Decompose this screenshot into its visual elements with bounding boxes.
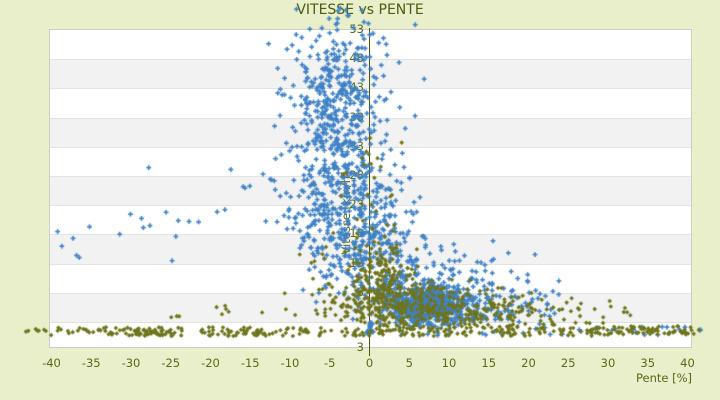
x-tick-label: -20	[201, 356, 220, 370]
grid-band	[50, 205, 691, 235]
y-tick-label: 28	[349, 168, 364, 182]
x-tick-label: 40	[680, 356, 695, 370]
x-tick-label: -40	[42, 356, 61, 370]
x-tick-label: -25	[161, 356, 181, 370]
x-tick-label: -15	[240, 356, 260, 370]
x-tick-label: -30	[121, 356, 141, 370]
x-axis-title: Pente [%]	[635, 371, 692, 385]
x-tick-label: 35	[640, 356, 656, 370]
x-tick-label: -10	[280, 356, 300, 370]
chart-title: VITESSE vs PENTE	[296, 2, 424, 18]
grid-band	[50, 59, 691, 89]
y-tick-label: 53	[349, 22, 364, 36]
y-tick-label: 8	[356, 284, 364, 299]
x-tick-label: 25	[560, 356, 576, 370]
x-tick-label: 30	[600, 356, 616, 370]
grid-band	[50, 146, 691, 176]
y-tick-label: 23	[349, 197, 364, 212]
x-tick-label: 20	[521, 356, 536, 370]
y-tick-label: 3	[356, 340, 364, 354]
grid-band	[50, 322, 691, 347]
y-axis-line	[368, 28, 371, 356]
x-tick-label: -35	[81, 356, 101, 370]
y-tick-label: 43	[349, 80, 364, 95]
x-tick-label: 15	[481, 356, 497, 370]
grid-band	[50, 292, 691, 322]
y-tick-label: 48	[349, 51, 364, 66]
grid-band	[50, 30, 691, 60]
x-tick-label: 0	[365, 356, 374, 370]
grid-band	[50, 234, 691, 264]
x-tick-label: -5	[324, 356, 336, 370]
y-tick-label: 18	[349, 226, 364, 241]
grid-band	[50, 176, 691, 206]
y-tick-label: 13	[349, 255, 364, 270]
x-tick-label: 10	[441, 356, 457, 370]
x-tick-label: 5	[405, 356, 413, 370]
grid-band	[50, 263, 691, 293]
grid-band	[50, 117, 691, 147]
plot-area	[49, 29, 692, 348]
grid-band	[50, 88, 691, 118]
y-tick-label: 33	[349, 138, 364, 153]
y-tick-label: 38	[349, 109, 364, 124]
